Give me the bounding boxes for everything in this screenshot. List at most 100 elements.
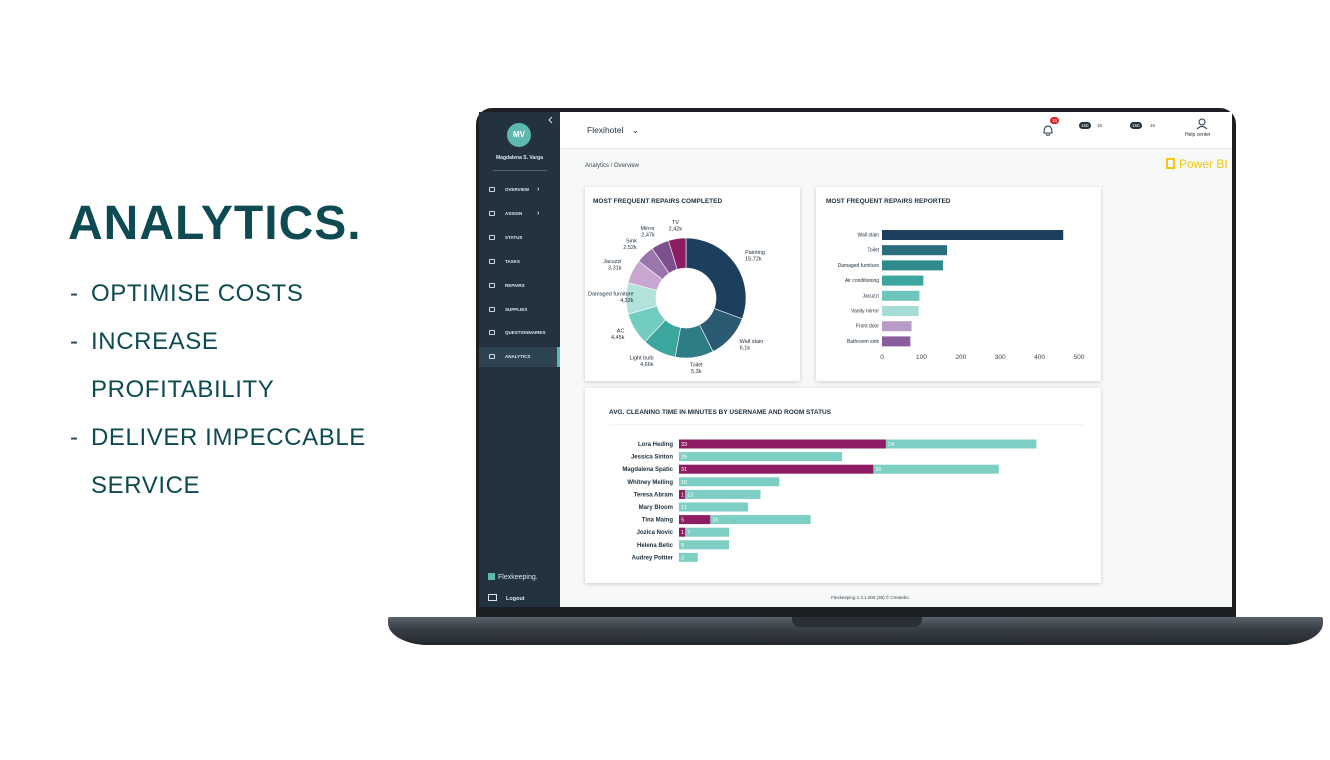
- top-bar: Flexihotel ⌄ 15 150 15 150 15 Help cente…: [560, 112, 1232, 149]
- x-tick-label: 200: [955, 354, 966, 361]
- nav-icon: [489, 307, 495, 312]
- slice-category: Mirror: [640, 226, 655, 232]
- y-tick-label: Magdalena Spatic: [622, 467, 673, 473]
- bar: [882, 336, 911, 347]
- x-tick-label: 400: [1034, 354, 1045, 361]
- card-bar: MOST FREQUENT REPAIRS REPORTED 0 100 200 300…: [816, 187, 1101, 381]
- bar-segment: [679, 439, 886, 449]
- bar-segment: [679, 502, 748, 512]
- slice-label: Painting 15,72k: [745, 250, 765, 263]
- y-tick-label: Tina Maing: [642, 518, 674, 524]
- y-tick-label: Air conditioning: [845, 278, 879, 284]
- slice-label: Sink 2,52k: [623, 238, 637, 251]
- data-label: 5: [681, 518, 684, 524]
- slice-category: Sink: [626, 238, 637, 244]
- benefit-text: DELIVER IMPECCABLE SERVICE: [91, 424, 366, 499]
- help-icon[interactable]: [1196, 118, 1208, 130]
- bar: [882, 230, 1064, 240]
- y-tick-label: Jessica Sinton: [631, 455, 673, 461]
- nav-label: ASSIGN: [505, 211, 523, 216]
- slice-category: Wall stain: [740, 339, 764, 345]
- nav-item[interactable]: ANALYTICS: [479, 347, 560, 367]
- y-tick-label: Helena Betic: [637, 543, 674, 549]
- nav-label: REPAIRS: [505, 283, 525, 288]
- donut-slice: [685, 237, 747, 320]
- data-label: 31: [681, 467, 687, 473]
- y-tick-label: Vanity mirror: [851, 309, 879, 315]
- slice-category: Damaged furniture: [588, 292, 634, 298]
- nav-item[interactable]: QUESTIONNAIRES: [479, 323, 560, 343]
- bell-icon[interactable]: [1041, 122, 1055, 138]
- bullet: -: [70, 280, 79, 307]
- nav-label: ANALYTICS: [505, 354, 531, 359]
- y-tick-label: Front door: [856, 324, 879, 330]
- collapse-icon[interactable]: [547, 116, 555, 124]
- nav-label: OVERVIEW: [505, 187, 530, 192]
- message-badge: 150: [1079, 122, 1091, 129]
- card-donut: MOST FREQUENT REPAIRS COMPLETED Painting 1…: [585, 187, 800, 381]
- screen: MV Magdalena S. Varga OVERVIEW › ASSIGN › ST…: [479, 112, 1232, 607]
- message-sub: 15: [1097, 123, 1103, 128]
- y-tick-label: Teresa Abram: [634, 492, 673, 498]
- slice-value: 15,72k: [745, 256, 762, 262]
- y-tick-label: Damaged furniture: [838, 263, 880, 269]
- bar-segment: [685, 489, 761, 499]
- slice-label: Jacuzzi 3,31k: [603, 259, 622, 272]
- task-sub: 15: [1150, 123, 1156, 128]
- power-bi-logo: Power BI: [1166, 157, 1228, 171]
- chart: MOST FREQUENT REPAIRS REPORTED 0 100 200 300…: [826, 198, 1085, 361]
- data-label: 20: [875, 467, 881, 473]
- bar: [882, 321, 912, 332]
- slice-label: Mirror 2,47k: [640, 226, 655, 239]
- nav-item[interactable]: ASSIGN ›: [479, 204, 560, 224]
- bar: [882, 245, 948, 256]
- laptop-notch: [792, 617, 922, 627]
- bar-segment: [679, 540, 730, 550]
- brand-name: Flexkeeping.: [498, 574, 538, 581]
- slice-category: Toilet: [690, 362, 703, 368]
- bar-segment: [679, 489, 686, 499]
- slice-value: 4,32k: [620, 298, 634, 304]
- nav-item[interactable]: TASKS: [479, 252, 560, 272]
- slice-value: 3,31k: [608, 266, 622, 272]
- slice-category: AC: [617, 328, 625, 334]
- chart: AVG. CLEANING TIME IN MINUTES BY USERNAM…: [609, 409, 1085, 562]
- nav-item[interactable]: SUPPLIES: [479, 300, 560, 320]
- slice-label: Damaged furniture 4,32k: [588, 292, 634, 305]
- hotel-select[interactable]: Flexihotel ⌄: [587, 125, 639, 135]
- bell-badge: 15: [1050, 117, 1060, 124]
- nav-icon: [489, 211, 495, 216]
- nav-item[interactable]: OVERVIEW ›: [479, 180, 560, 200]
- benefit-text: OPTIMISE COSTS: [91, 280, 304, 307]
- avatar[interactable]: MV: [507, 123, 531, 147]
- help-center[interactable]: Help center: [1185, 132, 1211, 138]
- slice-value: 2,47k: [641, 233, 655, 239]
- chevron: ›: [537, 186, 540, 193]
- data-label: 24: [888, 442, 894, 448]
- slice-label: Toilet 5,3k: [690, 362, 703, 375]
- nav-label: TASKS: [505, 259, 520, 264]
- y-tick-label: Whitney Melling: [627, 480, 673, 486]
- benefit: - DELIVER IMPECCABLE SERVICE: [70, 414, 430, 510]
- sidebar: MV Magdalena S. Varga OVERVIEW › ASSIGN › ST…: [479, 112, 560, 607]
- nav-icon: [489, 283, 495, 288]
- bar-segment: [679, 552, 698, 562]
- y-tick-label: Wall stain: [858, 233, 880, 239]
- x-tick-label: 300: [995, 354, 1006, 361]
- x-tick-label: 100: [916, 354, 927, 361]
- bar-segment: [679, 527, 686, 537]
- nav-item[interactable]: STATUS: [479, 228, 560, 248]
- nav-item[interactable]: REPAIRS: [479, 276, 560, 296]
- nav-icon: [489, 235, 495, 240]
- nav-icon: [489, 330, 495, 335]
- bullet: -: [70, 328, 79, 355]
- bar-segment: [873, 464, 999, 474]
- logout[interactable]: Logout: [506, 596, 525, 602]
- headline: ANALYTICS.: [68, 197, 362, 250]
- nav-label: QUESTIONNAIRES: [505, 330, 546, 335]
- logout-icon: [488, 594, 497, 601]
- data-label: 33: [681, 442, 687, 448]
- bar-segment: [679, 477, 780, 487]
- slice-value: 6,1k: [740, 345, 751, 351]
- slice-value: 2,52k: [623, 245, 637, 251]
